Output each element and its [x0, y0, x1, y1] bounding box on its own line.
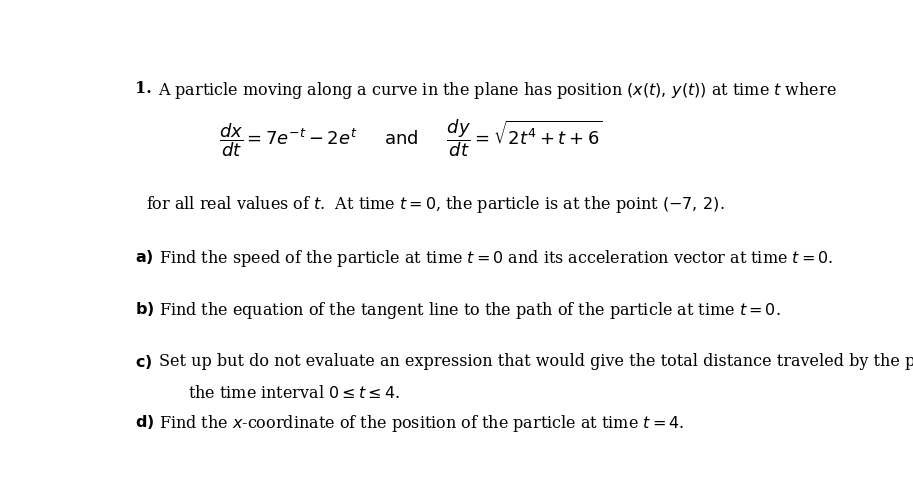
Text: Set up but do not evaluate an expression that would give the total distance trav: Set up but do not evaluate an expression… — [160, 353, 913, 369]
Text: $\mathbf{c)}$: $\mathbf{c)}$ — [135, 353, 152, 370]
Text: Find the $x$-coordinate of the position of the particle at time $t = 4$.: Find the $x$-coordinate of the position … — [160, 413, 685, 434]
Text: $\mathbf{d)}$: $\mathbf{d)}$ — [135, 413, 154, 431]
Text: $\mathbf{a)}$: $\mathbf{a)}$ — [135, 248, 154, 267]
Text: the time interval $0 \leq t \leq 4$.: the time interval $0 \leq t \leq 4$. — [188, 385, 400, 402]
Text: for all real values of $t$.  At time $t = 0$, the particle is at the point $(-7,: for all real values of $t$. At time $t =… — [146, 193, 725, 215]
Text: A particle moving along a curve in the plane has position $\left(x(t),\, y(t)\ri: A particle moving along a curve in the p… — [158, 80, 836, 101]
Text: 1.: 1. — [135, 80, 152, 97]
Text: Find the speed of the particle at time $t = 0$ and its acceleration vector at ti: Find the speed of the particle at time $… — [160, 248, 834, 270]
Text: $\mathbf{b)}$: $\mathbf{b)}$ — [135, 300, 154, 318]
Text: Find the equation of the tangent line to the path of the particle at time $t = 0: Find the equation of the tangent line to… — [160, 300, 782, 321]
Text: $\dfrac{dx}{dt} = 7e^{-t} - 2e^{t}$     and     $\dfrac{dy}{dt} = \sqrt{2t^4 + t: $\dfrac{dx}{dt} = 7e^{-t} - 2e^{t}$ and … — [219, 118, 603, 159]
